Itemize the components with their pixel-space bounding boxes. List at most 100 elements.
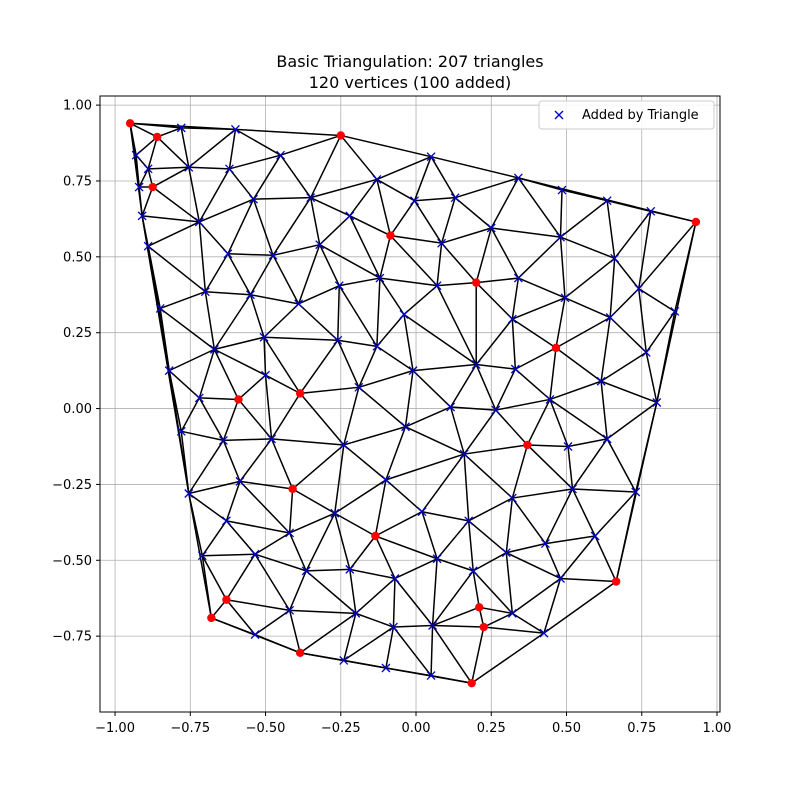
triangle-edge xyxy=(389,234,438,287)
added-vertex xyxy=(164,366,174,376)
triangle-edge xyxy=(198,168,231,223)
x-stroke xyxy=(641,347,651,357)
x-stroke xyxy=(339,655,349,665)
triangle-edge xyxy=(340,134,432,158)
x-stroke xyxy=(459,449,469,459)
x-tick-label: −0.50 xyxy=(246,721,286,736)
triangle-edge xyxy=(288,609,301,654)
x-stroke xyxy=(556,232,565,242)
triangle-edge xyxy=(413,155,432,202)
triangle-edge xyxy=(299,612,357,654)
added-vertex xyxy=(568,484,577,494)
triangle-edge xyxy=(559,236,616,260)
legend-entry-added: Added by Triangle xyxy=(582,108,699,123)
triangle-edge xyxy=(637,287,648,354)
x-stroke xyxy=(143,164,153,174)
triangle-edge xyxy=(222,398,240,442)
y-tick-label: 0.25 xyxy=(63,326,92,341)
x-stroke xyxy=(249,194,258,204)
triangle-edge xyxy=(490,227,562,238)
triangle-edge xyxy=(559,535,596,580)
triangle-edge xyxy=(234,128,282,156)
triangle-edge xyxy=(204,253,229,293)
added-vertex xyxy=(194,217,204,227)
added-vertex xyxy=(372,341,382,351)
x-stroke xyxy=(176,123,186,133)
triangle-edge xyxy=(526,398,551,446)
triangle-edge xyxy=(204,290,252,296)
triangle-edge xyxy=(147,136,158,170)
added-vertex xyxy=(375,273,385,283)
triangle-edge xyxy=(594,535,617,583)
triangle-edge xyxy=(159,307,216,351)
triangle-edge xyxy=(198,221,207,293)
x-stroke xyxy=(176,426,186,436)
x-stroke xyxy=(268,250,278,260)
triangle-edge xyxy=(338,277,381,287)
added-vertex xyxy=(631,487,641,497)
x-stroke xyxy=(221,516,231,526)
triangle-edge xyxy=(511,318,517,370)
triangle-edge xyxy=(249,254,274,296)
triangle-edge xyxy=(505,542,547,554)
triangle-edge xyxy=(637,210,652,290)
triangle-edge xyxy=(225,480,241,522)
triangle-edge xyxy=(475,281,514,320)
triangle-edge xyxy=(379,277,405,316)
triangle-edge xyxy=(472,551,508,572)
added-vertex xyxy=(261,370,270,380)
triangle-edge xyxy=(318,243,381,279)
triangle-edge xyxy=(430,624,434,677)
triangle-edge xyxy=(297,303,339,342)
triangle-edge xyxy=(449,363,477,408)
added-vertex xyxy=(545,394,555,404)
triangle-edge xyxy=(188,480,241,495)
triangle-edge xyxy=(254,553,291,612)
added-vertex xyxy=(560,293,570,303)
added-vertex xyxy=(184,489,194,498)
triangle-edge xyxy=(237,374,267,401)
x-stroke xyxy=(375,273,385,283)
triangle-edge xyxy=(472,570,514,615)
triangle-edge xyxy=(544,488,574,545)
triangle-edge xyxy=(204,290,216,351)
triangle-edge xyxy=(511,612,545,634)
added-vertex xyxy=(267,434,277,444)
x-stroke xyxy=(631,487,641,497)
triangle-edge xyxy=(606,438,637,493)
added-vertex xyxy=(301,566,311,576)
triangle-edge xyxy=(559,189,563,238)
triangle-edge xyxy=(475,277,520,284)
added-vertex xyxy=(176,123,186,133)
added-vertex xyxy=(221,516,231,526)
triangle-edge xyxy=(288,512,336,534)
original-vertex xyxy=(523,440,532,450)
triangle-edge xyxy=(431,606,480,627)
triangle-edge xyxy=(228,168,255,200)
triangle-edge xyxy=(141,215,201,223)
triangle-edge xyxy=(606,199,652,213)
x-stroke xyxy=(381,663,391,673)
added-vertex xyxy=(330,508,340,518)
added-vertex xyxy=(209,344,219,354)
triangle-edge xyxy=(337,339,378,348)
triangle-edge xyxy=(440,242,477,284)
triangle-edge xyxy=(467,520,474,572)
triangle-edge xyxy=(403,284,438,316)
added-vertex xyxy=(408,366,418,376)
triangle-edge xyxy=(549,398,569,448)
added-vertex xyxy=(464,516,474,526)
triangle-edge xyxy=(355,612,395,628)
added-vertex xyxy=(510,364,520,374)
triangle-edge xyxy=(141,215,190,495)
original-vertex xyxy=(611,577,621,586)
x-stroke xyxy=(652,398,662,407)
x-stroke xyxy=(646,206,656,216)
added-vertex xyxy=(590,531,600,541)
chart-subtitle: 120 vertices (100 added) xyxy=(309,73,512,92)
triangle-edge xyxy=(454,177,520,199)
triangle-edge xyxy=(549,347,557,401)
triangle-edge xyxy=(564,257,616,299)
triangle-edge xyxy=(431,570,474,627)
original-vertex xyxy=(691,217,701,227)
